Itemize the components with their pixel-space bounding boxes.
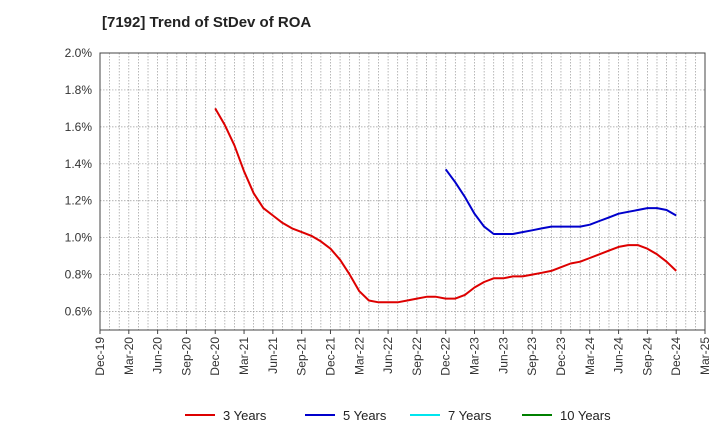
legend-label: 5 Years (343, 408, 387, 423)
x-tick-label: Mar-24 (583, 337, 597, 375)
x-tick-label: Dec-24 (669, 337, 683, 376)
x-tick-label: Mar-25 (698, 337, 712, 375)
y-tick-label: 1.6% (65, 120, 93, 134)
x-tick-label: Jun-21 (266, 337, 280, 374)
legend-label: 3 Years (223, 408, 267, 423)
y-tick-label: 0.8% (65, 268, 93, 282)
x-tick-label: Jun-24 (612, 337, 626, 374)
x-tick-label: Dec-19 (93, 337, 107, 376)
series-line-5-years (444, 168, 677, 235)
y-tick-label: 2.0% (65, 46, 93, 60)
x-tick-label: Jun-22 (381, 337, 395, 374)
x-tick-label: Mar-22 (352, 337, 366, 375)
legend-label: 10 Years (560, 408, 611, 423)
x-tick-label: Mar-23 (468, 337, 482, 375)
y-tick-label: 1.0% (65, 231, 93, 245)
y-tick-label: 1.8% (65, 83, 93, 97)
legend-label: 7 Years (448, 408, 492, 423)
x-tick-label: Jun-20 (151, 337, 165, 374)
x-tick-label: Mar-21 (237, 337, 251, 375)
x-tick-label: Sep-20 (179, 337, 193, 376)
x-tick-label: Dec-23 (554, 337, 568, 376)
y-tick-label: 1.4% (65, 157, 93, 171)
x-tick-label: Sep-21 (295, 337, 309, 376)
y-tick-label: 0.6% (65, 305, 93, 319)
y-tick-label: 1.2% (65, 194, 93, 208)
plot-area-border (99, 52, 706, 331)
y-axis: 0.6% 0.8% 1.0% 1.2% 1.4% 1.6% 1.8% 2.0% (65, 46, 93, 319)
series-line-3-years (214, 107, 677, 304)
legend: 3 Years 5 Years 7 Years 10 Years (185, 408, 611, 423)
x-tick-label: Dec-21 (323, 337, 337, 376)
grid-lines (100, 52, 705, 330)
x-tick-label: Dec-22 (439, 337, 453, 376)
x-tick-label: Jun-23 (496, 337, 510, 374)
x-axis: Dec-19 Mar-20 Jun-20 Sep-20 Dec-20 Mar-21 Jun-… (93, 330, 712, 376)
x-tick-label: Dec-20 (208, 337, 222, 376)
chart-title: [7192] Trend of StDev of ROA (102, 14, 312, 31)
x-tick-label: Mar-20 (122, 337, 136, 375)
series-lines (214, 107, 677, 304)
x-tick-label: Sep-23 (525, 337, 539, 376)
x-tick-label: Sep-22 (410, 337, 424, 376)
x-tick-label: Sep-24 (640, 337, 654, 376)
